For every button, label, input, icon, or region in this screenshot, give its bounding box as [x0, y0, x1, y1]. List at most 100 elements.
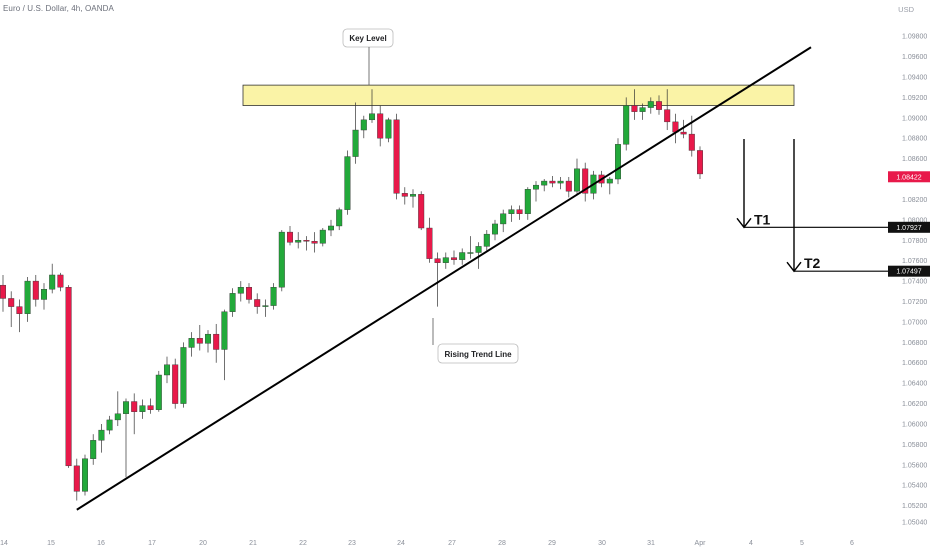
trend-line-label: Rising Trend Line — [444, 350, 512, 359]
candle-up — [139, 405, 146, 412]
candle-down — [287, 231, 294, 243]
target-price-tag — [888, 221, 930, 233]
candle-up — [98, 429, 105, 441]
candle-down — [131, 401, 138, 412]
y-tick-label: 1.07800 — [902, 238, 927, 245]
candle-up — [163, 364, 170, 376]
y-tick-label: 1.08000 — [902, 217, 927, 224]
candle-down — [565, 180, 572, 192]
y-tick-label: 1.05040 — [902, 519, 927, 526]
candle-up — [204, 333, 211, 344]
candle-down — [434, 258, 441, 263]
y-tick-label: 1.09400 — [902, 74, 927, 81]
candle-up — [524, 189, 531, 214]
candle-down — [393, 119, 400, 194]
y-tick-label: 1.09200 — [902, 95, 927, 102]
candle-down — [245, 287, 252, 300]
target-label: T1 — [754, 211, 771, 227]
candle-up — [221, 311, 228, 350]
candle-up — [410, 194, 417, 197]
target-t1: T1 1.07927 — [736, 139, 930, 233]
candle-up — [237, 287, 244, 294]
candle-down — [656, 101, 663, 110]
candle-down — [303, 240, 310, 242]
candle-up — [500, 213, 507, 225]
candle-down — [688, 133, 695, 151]
key-level-callout: Key Level — [342, 28, 394, 86]
candle-up — [541, 180, 548, 186]
candle-up — [24, 280, 31, 314]
candle-up — [49, 274, 56, 290]
candle-up — [475, 246, 482, 253]
candle-up — [336, 209, 343, 227]
candle-down — [418, 194, 425, 229]
x-tick-label: 16 — [97, 540, 105, 547]
candle-up — [90, 440, 97, 459]
candle-down — [8, 298, 15, 307]
candle-down — [254, 299, 261, 307]
y-tick-label: 1.07400 — [902, 279, 927, 286]
y-tick-label: 1.07000 — [902, 319, 927, 326]
candle-up — [615, 144, 622, 180]
y-tick-label: 1.08200 — [902, 197, 927, 204]
x-tick-label: 14 — [0, 540, 8, 547]
rising-trend-line — [76, 46, 812, 511]
candle-down — [582, 168, 589, 194]
candle-down — [172, 364, 179, 404]
current-price-label: 1.08422 — [896, 174, 921, 181]
candle-down — [426, 227, 433, 259]
y-tick-label: 1.07200 — [902, 299, 927, 306]
y-tick-label: 1.09000 — [902, 115, 927, 122]
candle-up — [639, 107, 646, 112]
candle-up — [270, 287, 277, 306]
trend-line-callout: Rising Trend Line — [432, 318, 519, 364]
target-price-label: 1.07927 — [896, 225, 921, 232]
trend-line-box — [437, 343, 519, 364]
y-tick-label: 1.06000 — [902, 421, 927, 428]
candle-down — [516, 209, 523, 214]
candle-up — [647, 101, 654, 108]
candle-up — [352, 129, 359, 157]
x-tick-label: 28 — [498, 540, 506, 547]
x-tick-label: 20 — [199, 540, 207, 547]
target-label: T2 — [804, 255, 821, 271]
candle-up — [459, 252, 466, 260]
candle-down — [196, 338, 203, 344]
candle-up — [557, 180, 564, 184]
x-tick-label: 24 — [397, 540, 405, 547]
candle-up — [81, 458, 88, 492]
candle-up — [328, 225, 335, 231]
y-tick-label: 1.07600 — [902, 258, 927, 265]
y-tick-label: 1.05400 — [902, 483, 927, 490]
candle-down — [213, 333, 220, 350]
x-tick-label: 21 — [249, 540, 257, 547]
candle-up — [122, 401, 129, 414]
candle-up — [319, 229, 326, 244]
candle-up — [360, 119, 367, 131]
candle-down — [147, 405, 154, 410]
y-tick-label: 1.05800 — [902, 442, 927, 449]
candle-up — [262, 305, 269, 307]
candle-up — [278, 231, 285, 288]
key-level-box — [342, 28, 394, 48]
candle-up — [229, 293, 236, 312]
candle-up — [114, 413, 121, 421]
y-tick-label: 1.06200 — [902, 401, 927, 408]
x-tick-label: 23 — [348, 540, 356, 547]
candle-up — [369, 113, 376, 121]
candle-down — [65, 287, 72, 467]
x-tick-label: 27 — [448, 540, 456, 547]
candle-up — [295, 240, 302, 243]
x-tick-label: 29 — [548, 540, 556, 547]
current-price-tag — [888, 171, 930, 183]
x-tick-label: 17 — [148, 540, 156, 547]
candle-up — [574, 168, 581, 192]
candle-down — [16, 306, 23, 314]
candle-up — [41, 289, 48, 300]
y-tick-label: 1.05600 — [902, 462, 927, 469]
candle-down — [680, 131, 687, 135]
candle-down — [0, 284, 6, 299]
y-tick-label: 1.06800 — [902, 340, 927, 347]
